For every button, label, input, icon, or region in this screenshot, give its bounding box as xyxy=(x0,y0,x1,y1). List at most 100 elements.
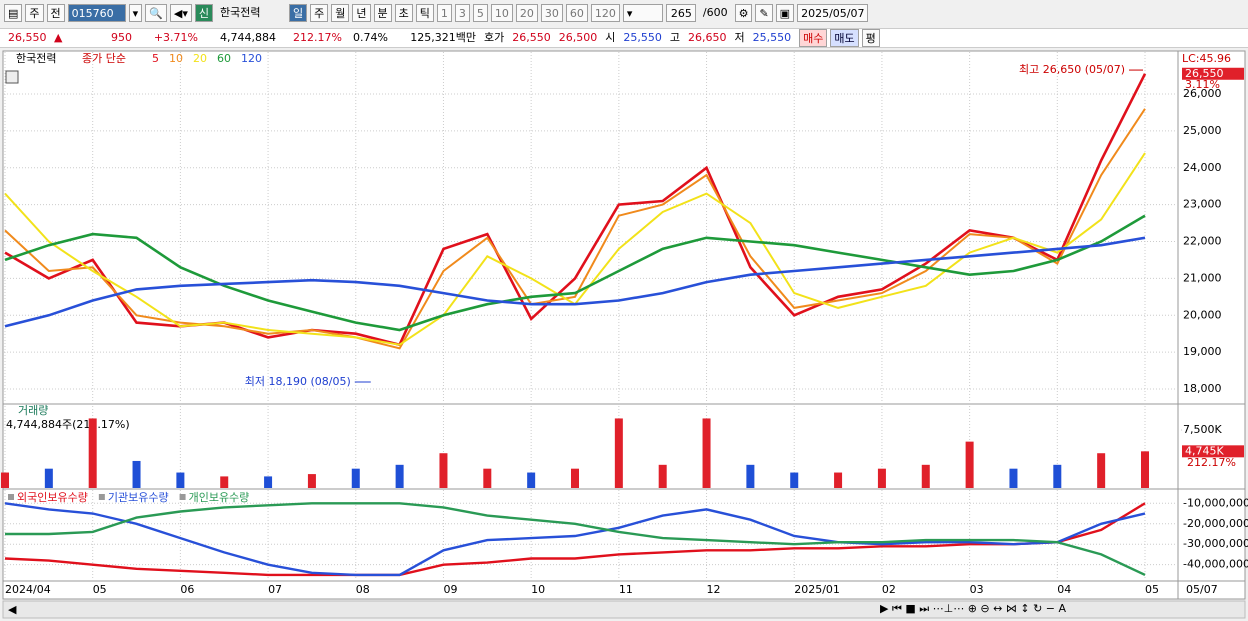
y-tick-label: -30,000,000 xyxy=(1183,537,1248,550)
legend-swatch xyxy=(8,494,14,500)
series-line xyxy=(5,502,1146,576)
y-tick-label: 19,000 xyxy=(1183,345,1222,358)
new-tag: 신 xyxy=(194,4,213,22)
period[interactable]: 년 xyxy=(352,4,371,22)
menu-icon[interactable]: ▤ xyxy=(4,4,23,22)
y-tick-label: 20,000 xyxy=(1183,308,1222,321)
legend-entry: 기관보유수량 xyxy=(108,491,169,504)
interval[interactable]: 10 xyxy=(490,4,513,22)
open: 25,550 xyxy=(623,31,662,44)
volume-bar xyxy=(746,464,755,488)
volume-bar xyxy=(483,468,492,488)
period[interactable]: 초 xyxy=(394,4,413,22)
period[interactable]: 일 xyxy=(289,4,308,22)
chart: ◀ ▶ ⏮ ■ ⏭ ⋯⊥⋯ ⊕ ⊖ ↔ ⋈ ↕ ↻ − A 한국전력 종가 단순… xyxy=(1,50,1248,619)
interval[interactable]: 20 xyxy=(515,4,538,22)
ask: 26,550 xyxy=(512,31,551,44)
period[interactable]: 분 xyxy=(373,4,392,22)
tool[interactable]: ✎ xyxy=(755,4,773,22)
low-label: 저 xyxy=(734,31,745,44)
x-tick-label: 07 xyxy=(268,583,282,596)
volume-bar xyxy=(965,441,974,488)
x-tick-label: 02 xyxy=(882,583,896,596)
tool[interactable]: ▣ xyxy=(775,4,795,22)
volume-bar xyxy=(176,472,185,488)
high-label: 최고 26,650 (05/07) xyxy=(1019,63,1125,76)
y-tick-label: -20,000,000 xyxy=(1183,517,1248,530)
legend-entry: 5 xyxy=(152,52,159,65)
interval[interactable]: 5 xyxy=(472,4,488,22)
legend-entry: 개인보유수량 xyxy=(189,491,250,504)
scrollbar[interactable] xyxy=(2,600,1246,619)
volume-bar xyxy=(439,453,448,488)
legend-swatch xyxy=(179,494,186,500)
y-tick-label: 7,500K xyxy=(1183,423,1222,436)
period[interactable]: 틱 xyxy=(415,4,434,22)
period[interactable]: 월 xyxy=(331,4,350,22)
volume-bar xyxy=(614,418,623,488)
date[interactable]: 2025/05/07 xyxy=(797,4,869,22)
legend-prefix: 종가 단순 xyxy=(82,52,126,65)
scroll-controls[interactable]: ▶ ⏮ ■ ⏭ ⋯⊥⋯ ⊕ ⊖ ↔ ⋈ ↕ ↻ − A xyxy=(880,602,1066,615)
avg-button[interactable]: 평 xyxy=(861,29,880,47)
stock-name: 한국전력 xyxy=(220,6,261,19)
last-volume-label: 4,745K xyxy=(1185,444,1224,457)
code-input[interactable]: 015760 xyxy=(67,4,126,22)
volume-subtitle: 4,744,884주(212.17%) xyxy=(6,418,130,431)
sell-button[interactable]: 매도 xyxy=(830,29,859,47)
volume-title: 거래량 xyxy=(18,404,48,417)
series-line xyxy=(4,502,1146,577)
tool[interactable]: ⚙ xyxy=(734,4,753,22)
instrument-label: 한국전력 xyxy=(16,52,56,65)
count-max: /600 xyxy=(702,6,728,19)
market[interactable]: 주 xyxy=(25,4,44,22)
x-tick-label: 09 xyxy=(443,583,457,596)
volume-bar xyxy=(220,476,229,488)
interval[interactable]: 1 xyxy=(436,4,452,22)
y-tick-label: 25,000 xyxy=(1183,124,1222,137)
high-label: 고 xyxy=(669,31,680,44)
x-tick-label: 05 xyxy=(1145,583,1159,596)
volume-bar xyxy=(395,464,404,488)
volume-bar xyxy=(1141,451,1149,488)
sound[interactable]: ◀▾ xyxy=(169,4,192,22)
search[interactable]: 🔍 xyxy=(145,4,167,22)
series-line xyxy=(4,236,1146,328)
indicator-label: LC:45.96 xyxy=(1182,52,1231,65)
change-pct: +3.71% xyxy=(153,31,198,44)
volume-ratio: 212.17% xyxy=(1187,456,1236,469)
volume-bar xyxy=(571,468,579,488)
volume-bar xyxy=(877,468,886,488)
high: 26,650 xyxy=(688,31,727,44)
y-tick-label: 22,000 xyxy=(1183,235,1222,248)
interval-input[interactable]: ▾ xyxy=(622,4,663,22)
y-tick-label: 18,000 xyxy=(1183,382,1222,395)
volume-bar xyxy=(702,418,711,488)
amount: 125,321백만 xyxy=(410,31,476,44)
scroll-left[interactable]: ◀ xyxy=(8,603,17,616)
interval[interactable]: 120 xyxy=(590,4,620,22)
interval[interactable]: 60 xyxy=(565,4,588,22)
volume-bar xyxy=(921,464,930,488)
buy-button[interactable]: 매수 xyxy=(799,29,828,47)
legend-swatch xyxy=(98,494,105,500)
legend-entry: 10 xyxy=(169,52,183,65)
volume-bar xyxy=(307,474,316,488)
x-end-label: 05/07 xyxy=(1186,583,1218,596)
volume-bar xyxy=(88,418,97,488)
y-tick-label: 24,000 xyxy=(1183,161,1222,174)
prev[interactable]: 전 xyxy=(46,4,65,22)
y-tick-label: 23,000 xyxy=(1183,198,1222,211)
volume-bar xyxy=(1097,453,1106,488)
series-line xyxy=(4,108,1146,350)
dropdown[interactable]: ▾ xyxy=(128,4,143,22)
interval[interactable]: 3 xyxy=(454,4,470,22)
ask-label: 호가 xyxy=(484,31,505,44)
period[interactable]: 주 xyxy=(310,4,329,22)
volume: 4,744,884 xyxy=(220,31,276,44)
count[interactable]: 265 xyxy=(665,4,696,22)
last-price-box xyxy=(1182,67,1244,80)
interval[interactable]: 30 xyxy=(540,4,563,22)
volume-ratio: 212.17% xyxy=(293,31,342,44)
grid-icon[interactable] xyxy=(5,70,19,84)
